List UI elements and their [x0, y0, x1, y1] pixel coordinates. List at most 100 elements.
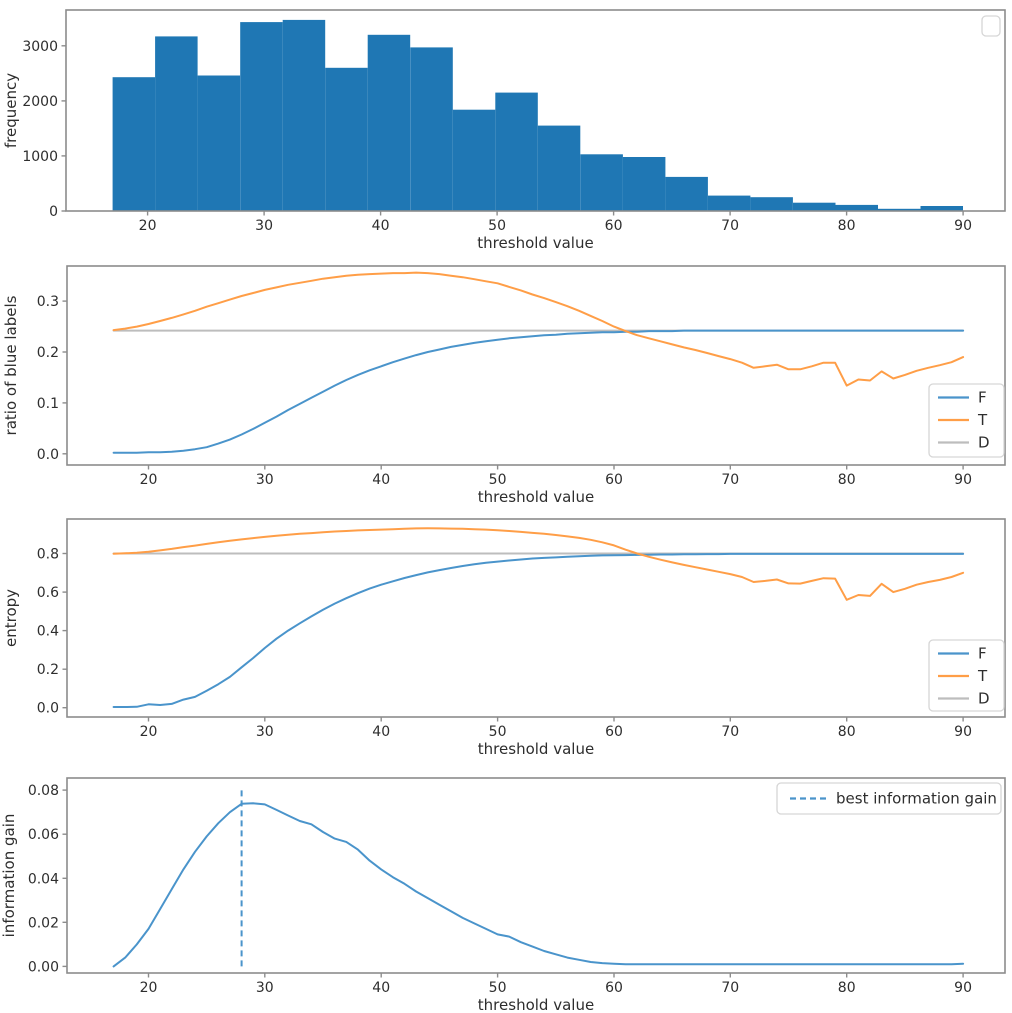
x-tick-label: 20 [140, 472, 158, 488]
x-tick-label: 80 [838, 980, 856, 996]
entropy-plot: 20 30 40 50 60 70 80 90 0.0 0.2 0.4 0.6 0.8 threshold… [2, 518, 1006, 758]
x-tick-label: 30 [255, 218, 273, 234]
legend-item-label: F [978, 389, 987, 407]
histogram-bar [537, 125, 581, 211]
frequency-histogram-plot: 20 30 40 50 60 70 80 90 0 1000 2000 3000 threshold v… [2, 9, 1006, 252]
x-tick-label: 60 [605, 472, 623, 488]
x-tick-label: 50 [489, 980, 507, 996]
x-axis-label: threshold value [477, 234, 593, 252]
axes-spines [66, 265, 1006, 466]
x-tick-label: 70 [721, 980, 739, 996]
axes-spines [66, 777, 1006, 974]
y-tick-label: 0.04 [28, 871, 59, 887]
legend-box [776, 782, 1002, 815]
x-tick-label: 50 [488, 218, 506, 234]
legend-item-label: T [977, 411, 988, 429]
information-gain-plot: 20 30 40 50 60 70 80 90 0.00 0.02 0.04 0.06 0.08 thre… [0, 777, 1006, 1013]
x-tick-label: 40 [372, 980, 390, 996]
y-tick-label: 0.1 [37, 396, 59, 412]
y-tick-label: 0.0 [37, 701, 59, 717]
x-tick-label: 90 [954, 980, 972, 996]
y-tick-label: 0.4 [37, 624, 59, 640]
histogram-bar [197, 75, 241, 211]
legend-item-label: D [978, 690, 990, 708]
x-tick-label: 70 [721, 472, 739, 488]
y-tick-label: 1000 [22, 149, 58, 165]
histogram-bar [707, 195, 751, 211]
legend-item-label: D [978, 434, 990, 452]
x-tick-label: 20 [140, 724, 158, 740]
ratio-of-blue-labels-plot: 20 30 40 50 60 70 80 90 0.0 0.1 0.2 0.3 threshold va… [2, 265, 1006, 506]
x-tick-label: 50 [489, 724, 507, 740]
x-tick-label: 70 [721, 218, 739, 234]
histogram-bar [155, 36, 198, 212]
histogram-bar [835, 204, 878, 211]
x-tick-label: 60 [605, 218, 623, 234]
x-tick-label: 30 [256, 724, 274, 740]
empty-legend-box [981, 15, 1001, 37]
y-tick-label: 0.02 [28, 915, 59, 931]
y-tick-label: 0.06 [28, 827, 59, 843]
x-axis-label: threshold value [478, 488, 594, 506]
x-axis-label: threshold value [478, 996, 594, 1013]
x-tick-label: 90 [954, 472, 972, 488]
ratio-of-blue-labels-line-T [112, 271, 965, 387]
entropy-line-F [112, 552, 965, 708]
histogram-bar [495, 92, 538, 211]
x-tick-label: 20 [139, 218, 157, 234]
histogram-bar [750, 197, 793, 211]
x-tick-label: 50 [489, 472, 507, 488]
y-tick-label: 0.08 [28, 783, 59, 799]
x-tick-label: 90 [954, 724, 972, 740]
histogram-bar [282, 19, 326, 212]
histogram-bar [112, 77, 156, 211]
legend-item-label: F [978, 645, 987, 663]
y-tick-label: 3000 [22, 39, 58, 55]
entropy-line-T [112, 527, 965, 601]
histogram-bar [793, 202, 836, 211]
x-tick-label: 30 [256, 472, 274, 488]
y-tick-label: 0.0 [37, 447, 59, 463]
legend-item-label: best information gain [836, 790, 997, 808]
legend-item-label: T [977, 667, 988, 685]
y-tick-label: 0.6 [37, 585, 59, 601]
ratio-of-blue-labels-line-F [112, 329, 965, 454]
x-tick-label: 80 [838, 472, 856, 488]
y-axis-label: information gain [0, 814, 18, 938]
y-tick-label: 2000 [22, 94, 58, 110]
histogram-bar [665, 176, 708, 211]
y-tick-label: 0 [49, 204, 58, 220]
histogram-bar [240, 22, 283, 211]
x-tick-label: 30 [256, 980, 274, 996]
y-axis-label: entropy [2, 589, 20, 647]
x-tick-label: 20 [140, 980, 158, 996]
histogram-bar [580, 154, 623, 211]
x-tick-label: 90 [954, 218, 972, 234]
histogram-bar [410, 47, 453, 212]
histogram-bar [367, 34, 411, 211]
x-tick-label: 60 [605, 980, 623, 996]
x-axis-label: threshold value [478, 740, 594, 758]
x-tick-label: 80 [838, 724, 856, 740]
axes-spines [65, 9, 1006, 212]
histogram-bar [878, 208, 921, 211]
y-tick-label: 0.3 [37, 294, 59, 310]
histogram-bar [325, 67, 368, 211]
histogram-bar [920, 206, 963, 211]
information-gain-line-information gain [112, 802, 965, 968]
x-tick-label: 60 [605, 724, 623, 740]
y-tick-label: 0.8 [37, 547, 59, 563]
x-tick-label: 70 [721, 724, 739, 740]
y-tick-label: 0.2 [37, 662, 59, 678]
histogram-bar [452, 109, 496, 211]
x-tick-label: 40 [372, 218, 390, 234]
x-tick-label: 80 [838, 218, 856, 234]
axes-spines [66, 518, 1006, 718]
x-tick-label: 40 [372, 472, 390, 488]
y-tick-label: 0.00 [28, 959, 59, 975]
histogram-bar [622, 157, 666, 211]
y-tick-label: 0.2 [37, 345, 59, 361]
y-axis-label: frequency [2, 73, 20, 148]
